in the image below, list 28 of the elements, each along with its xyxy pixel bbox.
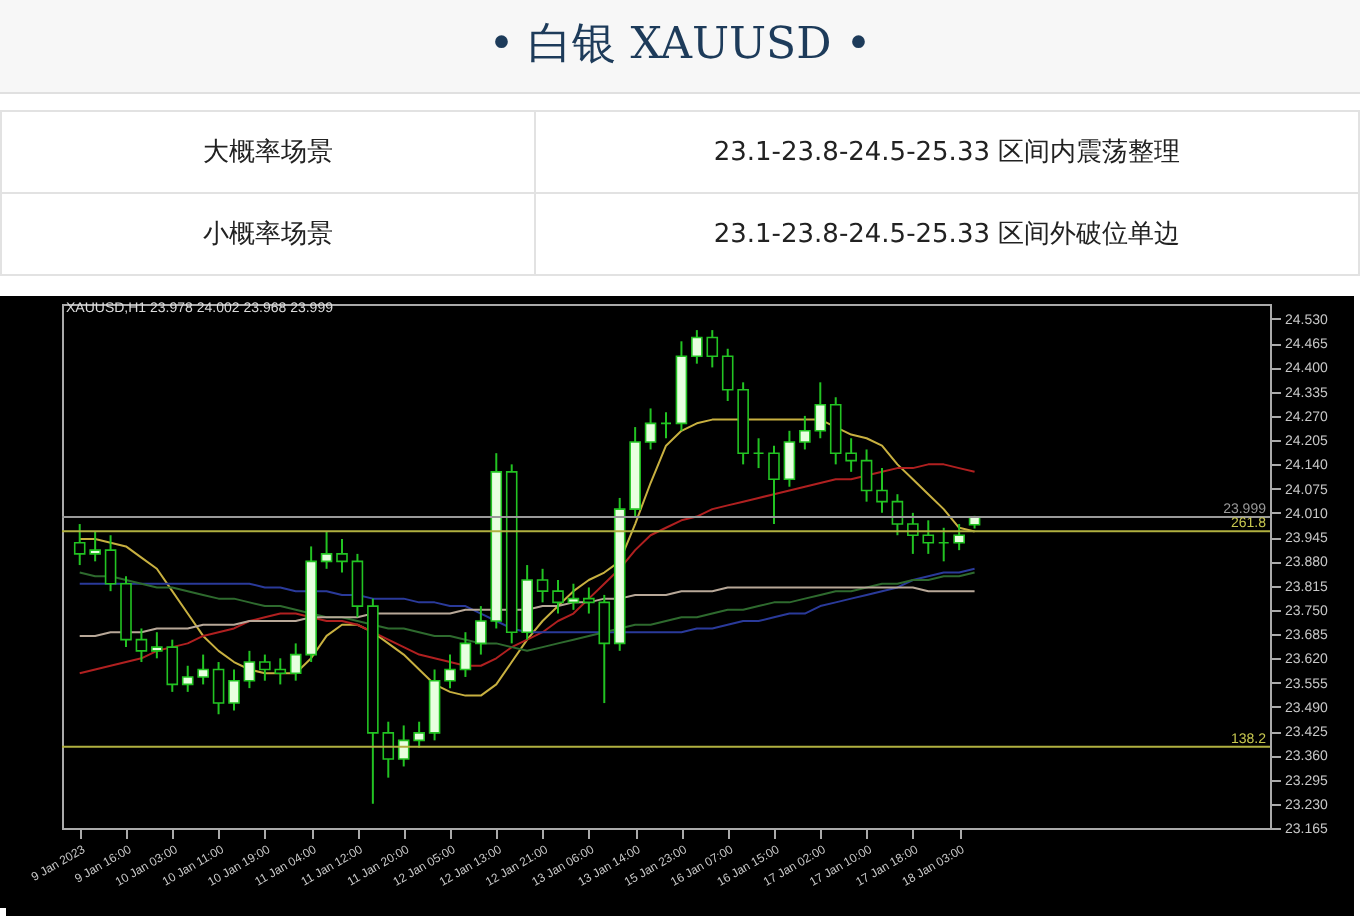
candlestick [336,537,348,574]
candlestick [243,649,256,690]
candlestick [212,661,225,716]
chart-title: • 白银 XAUUSD • [0,0,1360,94]
candlestick [752,437,765,470]
candlestick [552,578,564,615]
candlestick [783,429,796,488]
candlestick [536,567,549,604]
candlestick [567,582,580,611]
candlestick [135,627,148,664]
candlestick [320,530,333,570]
candlestick [459,631,472,678]
candlestick [937,526,950,563]
candlestick [351,552,364,619]
text: 小概率场景 [1,193,535,275]
candlestick [860,448,873,503]
candlestick [444,653,456,690]
candlestick [228,668,240,712]
text: 23.1-23.8-24.5-25.33 区间外破位单边 [535,193,1359,275]
text: 大概率场景 [1,111,535,193]
candlestick [953,523,965,552]
candlestick [876,467,888,514]
line-series [78,586,976,637]
candlestick [768,444,780,526]
candlestick [104,534,117,593]
candlestick [660,411,672,440]
text: 23.1-23.8-24.5-25.33 区间内震荡整理 [535,111,1359,193]
candlestick [644,407,657,451]
